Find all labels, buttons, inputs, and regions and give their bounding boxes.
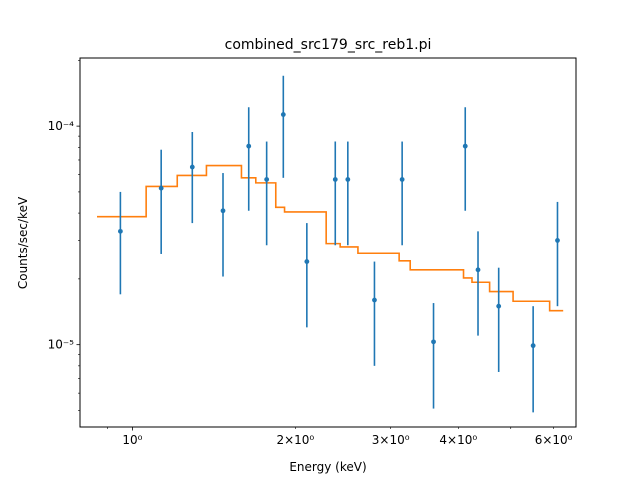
data-point-group — [220, 173, 226, 277]
data-point — [264, 177, 270, 182]
y-axis-ticks: 10⁻⁴ 10⁻⁵ — [48, 60, 80, 411]
y-tick-label: 10⁻⁵ — [48, 338, 75, 352]
data-point-group — [246, 107, 252, 211]
plot-marks — [97, 75, 564, 413]
data-point — [462, 143, 468, 149]
data-point-group — [399, 141, 405, 246]
data-point — [246, 143, 252, 149]
data-point — [530, 343, 536, 349]
plot-frame — [79, 57, 577, 428]
data-point — [399, 177, 405, 182]
data-point-group — [530, 306, 536, 413]
data-point-group — [304, 223, 310, 328]
data-point — [332, 177, 338, 182]
data-point — [158, 185, 164, 191]
data-point — [372, 297, 377, 303]
data-point-group — [372, 261, 377, 366]
data-point-group — [496, 267, 502, 372]
data-point — [475, 267, 481, 273]
x-axis-ticks: 10⁰ 2×10⁰ 3×10⁰ 4×10⁰ 6×10⁰ — [107, 427, 573, 447]
x-tick-label: 10⁰ — [122, 433, 142, 447]
x-tick-label: 3×10⁰ — [372, 433, 410, 447]
data-point-group — [462, 107, 468, 211]
data-point-group — [264, 141, 270, 246]
data-point — [117, 228, 123, 234]
data-point-group — [280, 75, 286, 178]
data-point — [280, 112, 286, 117]
chart-title: combined_src179_src_reb1.pi — [225, 37, 432, 53]
data-point — [431, 339, 436, 345]
x-tick-label: 6×10⁰ — [535, 433, 573, 447]
data-point — [555, 237, 560, 243]
data-point-group — [332, 141, 338, 246]
x-axis-title: Energy (keV) — [289, 460, 366, 474]
data-point — [189, 164, 195, 170]
data-point-group — [431, 303, 436, 409]
data-point — [345, 177, 351, 182]
x-tick-label: 4×10⁰ — [439, 433, 477, 447]
data-point-group — [555, 201, 560, 307]
y-tick-label: 10⁻⁴ — [48, 119, 75, 133]
x-tick-label: 2×10⁰ — [276, 433, 314, 447]
data-point — [220, 208, 226, 214]
data-point-group — [345, 141, 351, 246]
model-step-line — [97, 164, 564, 312]
data-point — [496, 303, 502, 309]
data-point-group — [475, 231, 481, 336]
data-point-group — [189, 132, 195, 224]
data-point — [304, 259, 310, 264]
data-point-group — [117, 191, 123, 295]
y-axis-title: Counts/sec/keV — [16, 196, 30, 289]
data-point-group — [158, 149, 164, 254]
